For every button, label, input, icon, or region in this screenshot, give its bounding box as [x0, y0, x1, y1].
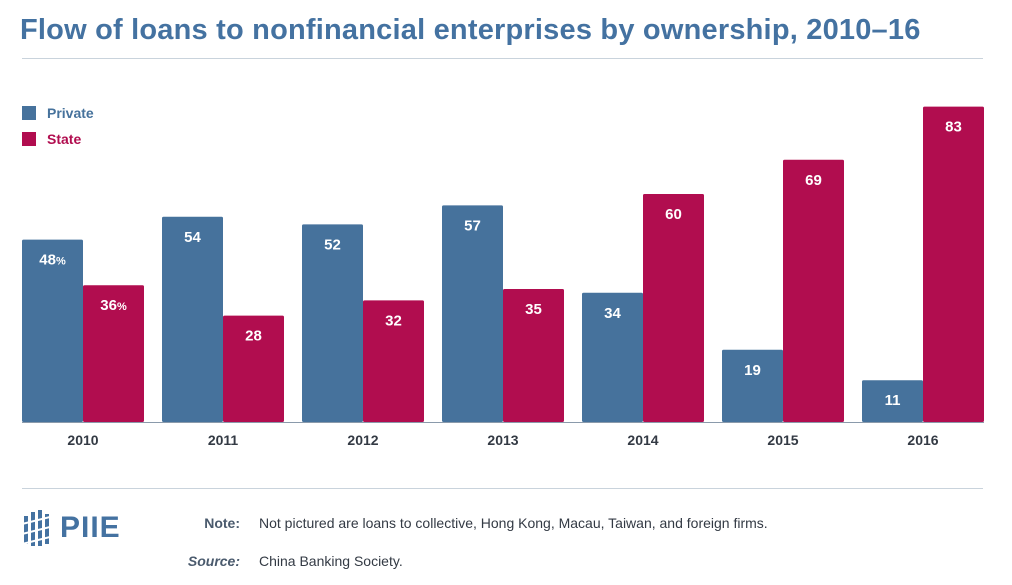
- data-label-private-2010: 48%: [39, 252, 66, 269]
- data-label-private-2013: 57: [464, 217, 481, 234]
- bar-state-2015: [783, 159, 844, 423]
- x-tick-label-2010: 2010: [67, 432, 98, 448]
- legend-swatch-private: [22, 106, 36, 120]
- x-tick-label-2011: 2011: [208, 432, 239, 448]
- data-label-private-2014: 34: [604, 305, 621, 322]
- x-tick-label-2013: 2013: [487, 432, 518, 448]
- x-tick-label-2016: 2016: [907, 432, 938, 448]
- legend-swatch-state: [22, 132, 36, 146]
- note-row: Note: Not pictured are loans to collecti…: [176, 515, 768, 531]
- note-text: Not pictured are loans to collective, Ho…: [259, 515, 768, 531]
- data-label-state-2016: 83: [945, 119, 962, 136]
- piie-logo-text: PIIE: [60, 511, 121, 544]
- x-tick-label-2015: 2015: [767, 432, 798, 448]
- legend-label-state: State: [47, 131, 82, 147]
- x-tick-label-2014: 2014: [627, 432, 658, 448]
- x-tick-label-2012: 2012: [347, 432, 378, 448]
- bar-private-2016: [862, 380, 923, 422]
- bar-private-2013: [442, 205, 503, 422]
- bar-chart: 48% 36% 2010 54 28 2011 52 32 2012 57 35 2013 34 60 20…: [22, 106, 984, 448]
- bar-private-2010: [22, 239, 83, 422]
- bar-private-2012: [302, 224, 363, 422]
- data-label-private-2016: 11: [885, 392, 901, 409]
- data-label-state-2012: 32: [385, 312, 402, 329]
- chart-title: Flow of loans to nonfinancial enterprise…: [20, 14, 921, 46]
- bar-private-2011: [162, 216, 223, 422]
- note-label: Note:: [204, 515, 240, 531]
- data-label-private-2015: 19: [744, 362, 761, 379]
- title-divider: [22, 58, 983, 59]
- bar-private-2014: [582, 292, 643, 422]
- data-label-state-2010: 36%: [100, 297, 127, 314]
- data-label-private-2012: 52: [324, 236, 341, 253]
- legend-label-private: Private: [47, 105, 94, 121]
- bar-state-2013: [503, 289, 564, 422]
- piie-logo: PIIE: [22, 508, 121, 548]
- source-label: Source:: [187, 553, 240, 569]
- bar-state-2010: [83, 285, 144, 422]
- data-label-state-2014: 60: [665, 206, 682, 223]
- source-text: China Banking Society.: [259, 553, 403, 569]
- bar-state-2016: [923, 106, 984, 422]
- piie-logo-icon: [22, 510, 54, 546]
- footer-divider: [22, 488, 983, 489]
- data-label-private-2011: 54: [184, 229, 201, 246]
- legend: Private State: [22, 104, 94, 156]
- data-label-state-2015: 69: [805, 172, 822, 189]
- bar-state-2014: [643, 194, 704, 422]
- bar-state-2012: [363, 300, 424, 422]
- legend-item-state: State: [22, 130, 94, 148]
- legend-item-private: Private: [22, 104, 94, 122]
- data-label-state-2013: 35: [525, 301, 542, 318]
- bar-private-2015: [722, 349, 783, 422]
- bar-state-2011: [223, 315, 284, 422]
- source-row: Source: China Banking Society.: [176, 553, 403, 569]
- data-label-state-2011: 28: [245, 328, 262, 345]
